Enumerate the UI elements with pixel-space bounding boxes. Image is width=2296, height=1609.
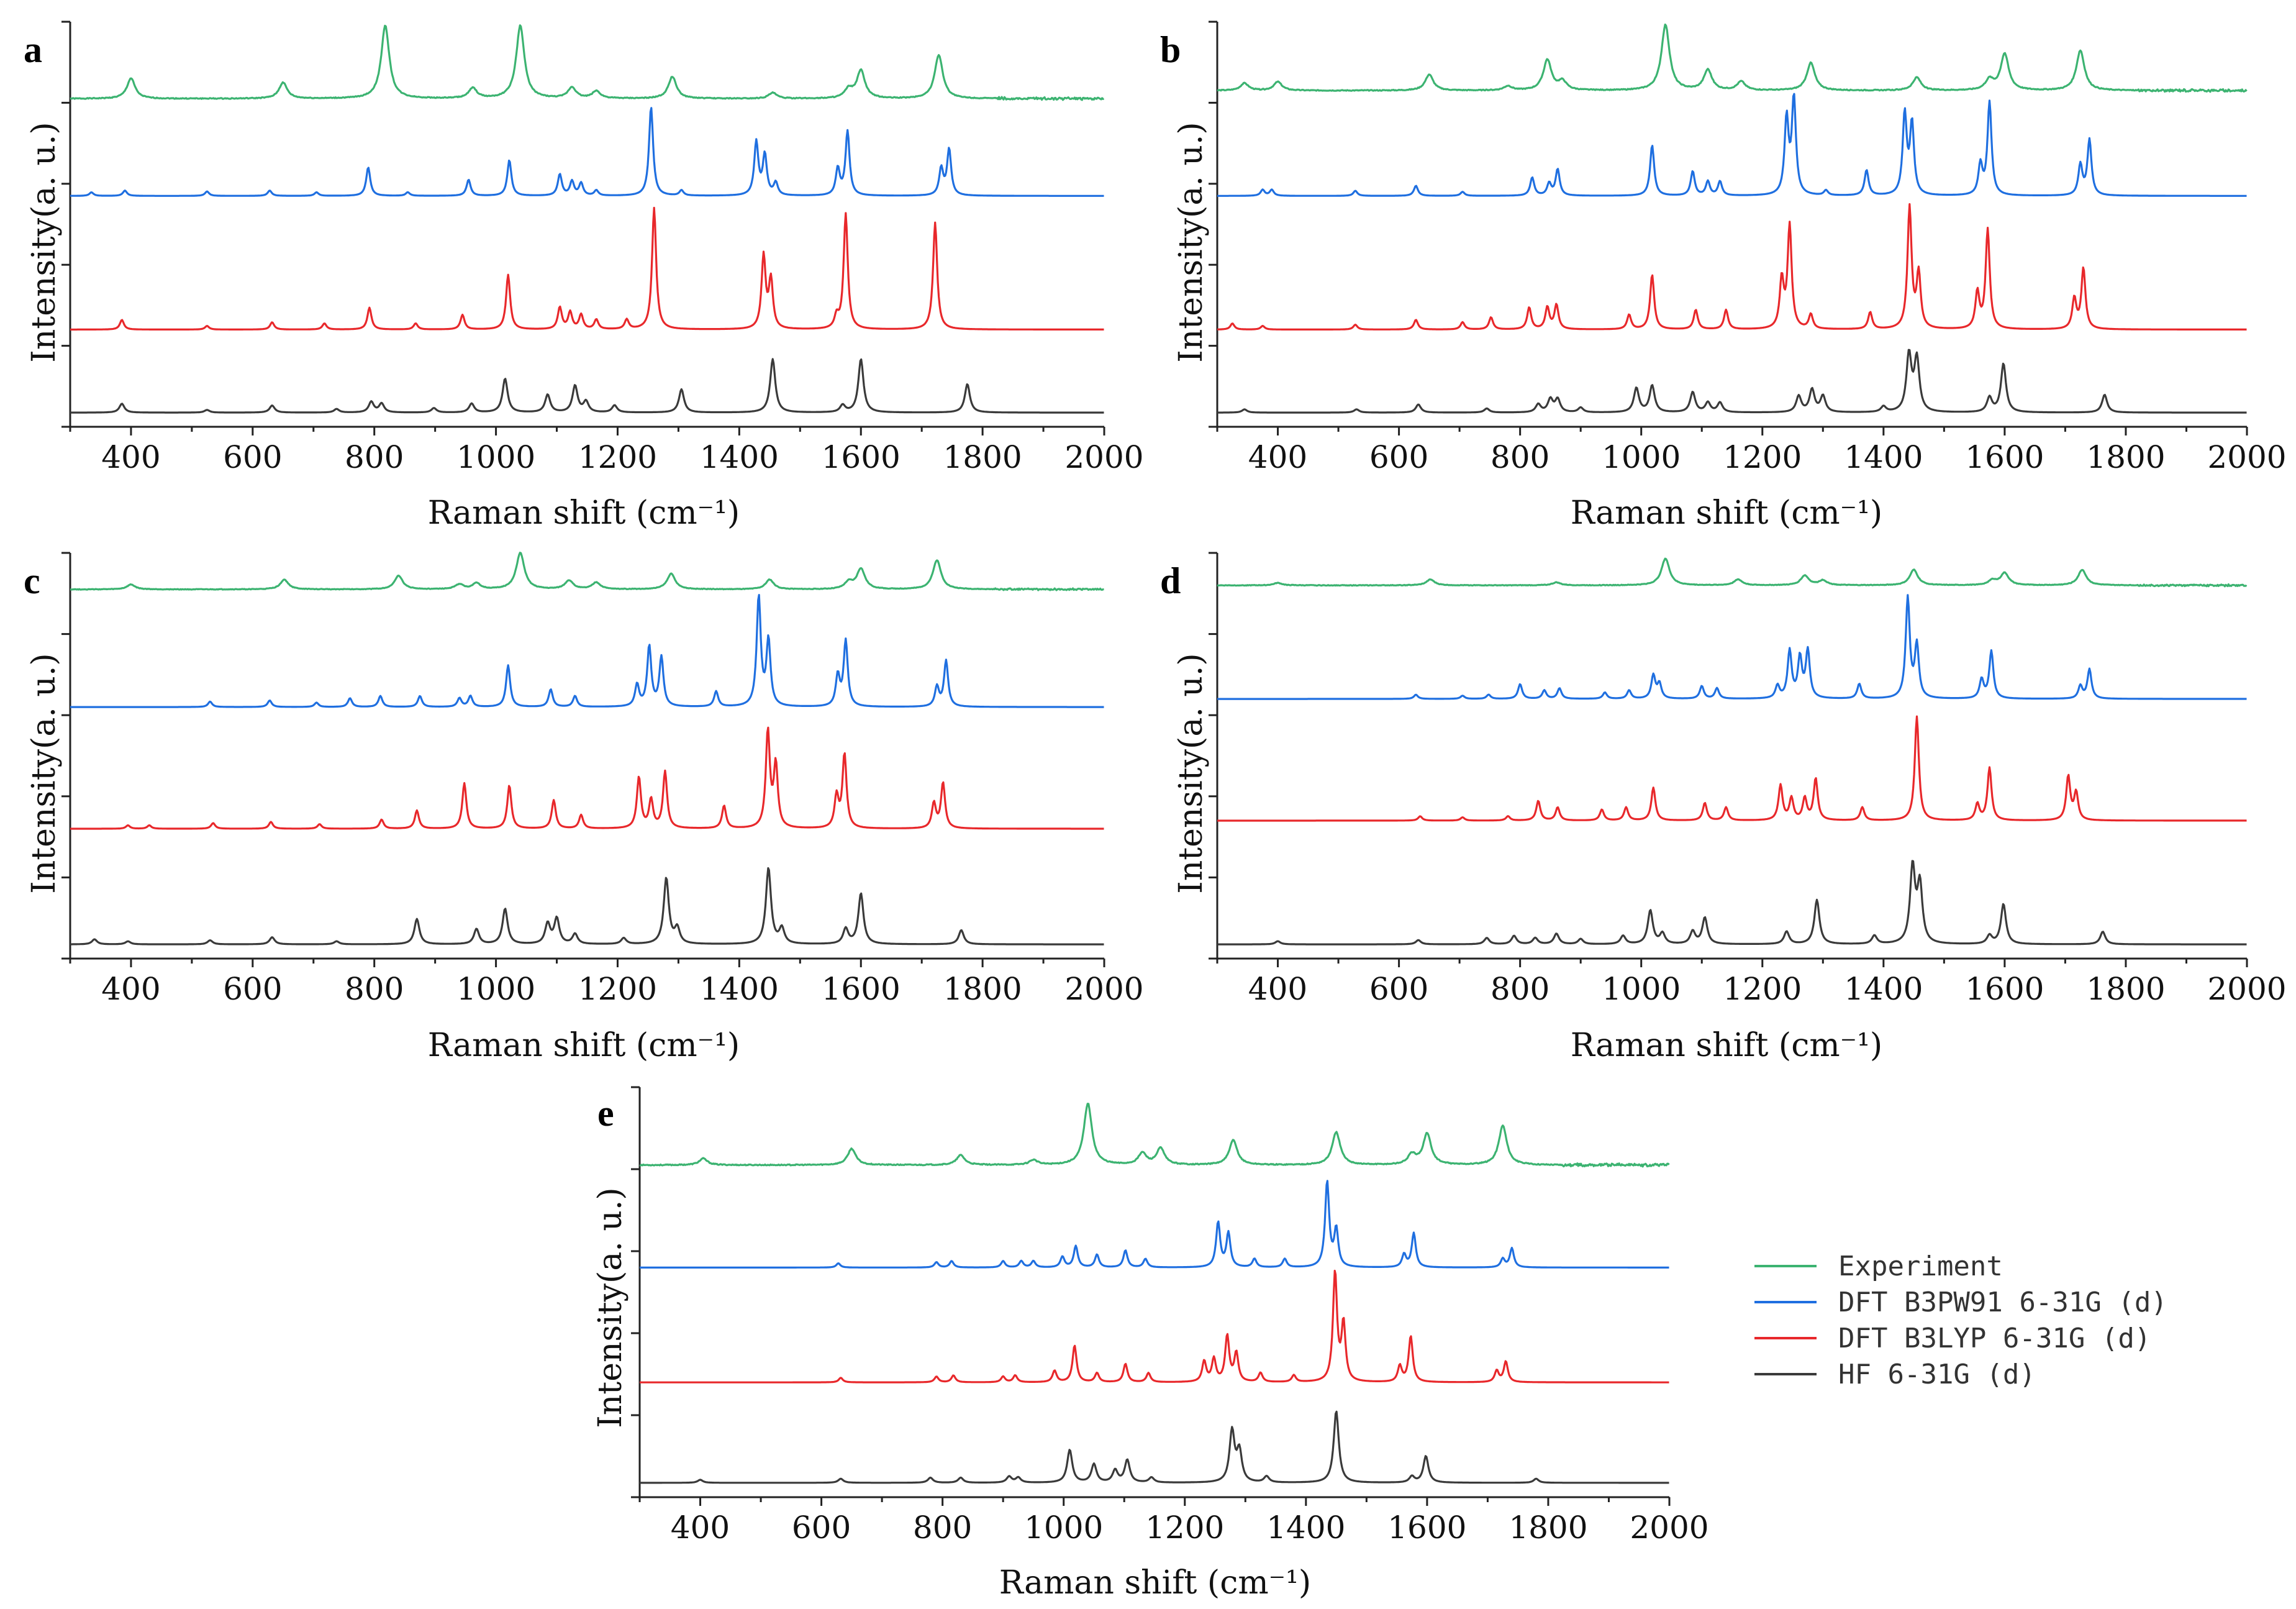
panel-b: b Intensity(a. u.) Raman shift (cm⁻¹) 40… <box>1160 21 2287 532</box>
x-tick-label: 1200 <box>1723 439 1802 475</box>
x-tick-label: 1400 <box>1844 439 1923 475</box>
x-tick-label: 800 <box>345 439 404 475</box>
series-line-dft-b3lyp-6-31g-d- <box>1217 203 2247 330</box>
x-tick-label: 1600 <box>822 439 901 475</box>
panel-b-ylabel: Intensity(a. u.) <box>1173 122 1210 362</box>
x-tick-label: 400 <box>101 971 160 1007</box>
x-tick-label: 2000 <box>2207 971 2286 1007</box>
series-line-experiment <box>70 24 1105 101</box>
series-line-dft-b3lyp-6-31g-d- <box>70 726 1104 830</box>
x-tick-label: 1200 <box>1723 971 1802 1007</box>
panel-e-label: e <box>597 1093 614 1134</box>
x-tick-label: 400 <box>1248 439 1307 475</box>
panel-d-ylabel: Intensity(a. u.) <box>1173 653 1210 893</box>
series-line-dft-b3pw91-6-31g-d- <box>70 594 1104 708</box>
series-line-dft-b3pw91-6-31g-d- <box>70 107 1104 197</box>
legend-label-b3lyp: DFT B3LYP 6-31G (d) <box>1838 1323 2151 1354</box>
x-tick-label: 400 <box>671 1510 730 1546</box>
panel-d-label: d <box>1160 560 1181 601</box>
x-tick-label: 1600 <box>822 971 901 1007</box>
x-tick-label: 2000 <box>1064 439 1143 475</box>
panel-e: e Intensity(a. u.) Raman shift (cm⁻¹) 40… <box>592 1086 1709 1602</box>
legend: Experiment DFT B3PW91 6-31G (d) DFT B3LY… <box>1754 1251 2167 1390</box>
x-tick-label: 1000 <box>1602 439 1681 475</box>
panel-c-xlabel: Raman shift (cm⁻¹) <box>428 1027 740 1064</box>
panel-e-xlabel: Raman shift (cm⁻¹) <box>999 1564 1311 1602</box>
x-tick-label: 800 <box>1491 971 1550 1007</box>
x-tick-label: 1200 <box>578 971 657 1007</box>
series-line-experiment <box>639 1103 1670 1168</box>
panel-a-label: a <box>24 29 42 70</box>
series-line-hf-6-31g-d- <box>1217 860 2247 946</box>
series-line-dft-b3pw91-6-31g-d- <box>1217 594 2247 700</box>
series-line-hf-6-31g-d- <box>639 1410 1669 1484</box>
x-tick-label: 1200 <box>578 439 657 475</box>
x-tick-label: 2000 <box>2207 439 2286 475</box>
legend-label-hf: HF 6-31G (d) <box>1838 1359 2036 1390</box>
x-tick-label: 1800 <box>2086 971 2165 1007</box>
series-line-dft-b3pw91-6-31g-d- <box>1217 93 2247 197</box>
x-tick-label: 1600 <box>1387 1510 1466 1546</box>
x-tick-label: 1400 <box>700 971 779 1007</box>
panel-e-ylabel: Intensity(a. u.) <box>592 1187 629 1428</box>
x-tick-label: 1400 <box>700 439 779 475</box>
panel-c-label: c <box>24 560 40 601</box>
x-tick-label: 1000 <box>456 439 535 475</box>
series-line-hf-6-31g-d- <box>70 358 1104 414</box>
x-tick-label: 1000 <box>1602 971 1681 1007</box>
series-line-dft-b3lyp-6-31g-d- <box>1217 715 2247 822</box>
x-tick-label: 600 <box>792 1510 851 1546</box>
x-tick-label: 1600 <box>1965 971 2044 1007</box>
panel-b-xlabel: Raman shift (cm⁻¹) <box>1571 495 1882 532</box>
x-tick-label: 800 <box>913 1510 972 1546</box>
series-line-experiment <box>70 552 1104 591</box>
panel-a-ylabel: Intensity(a. u.) <box>25 122 63 362</box>
series-line-dft-b3pw91-6-31g-d- <box>639 1180 1669 1269</box>
x-tick-label: 800 <box>1491 439 1550 475</box>
x-tick-label: 600 <box>223 971 282 1007</box>
x-tick-label: 2000 <box>1064 971 1143 1007</box>
x-tick-label: 1400 <box>1844 971 1923 1007</box>
x-tick-label: 600 <box>223 439 282 475</box>
panel-d-xlabel: Raman shift (cm⁻¹) <box>1571 1027 1882 1064</box>
x-tick-label: 1200 <box>1145 1510 1224 1546</box>
series-line-experiment <box>1217 557 2248 588</box>
x-tick-label: 1000 <box>1024 1510 1103 1546</box>
panel-c-ylabel: Intensity(a. u.) <box>25 653 63 893</box>
legend-label-b3pw91: DFT B3PW91 6-31G (d) <box>1838 1287 2167 1318</box>
series-line-hf-6-31g-d- <box>70 867 1104 946</box>
panel-d: d Intensity(a. u.) Raman shift (cm⁻¹) 40… <box>1160 552 2287 1064</box>
x-tick-label: 600 <box>1369 971 1428 1007</box>
series-line-dft-b3lyp-6-31g-d- <box>639 1269 1669 1383</box>
series-line-dft-b3lyp-6-31g-d- <box>70 206 1104 331</box>
x-tick-label: 1600 <box>1965 439 2044 475</box>
x-tick-label: 400 <box>101 439 160 475</box>
panel-b-label: b <box>1160 29 1181 70</box>
x-tick-label: 1000 <box>456 971 535 1007</box>
panel-a: a Intensity(a. u.) Raman shift (cm⁻¹) 40… <box>24 21 1144 532</box>
x-tick-label: 800 <box>345 971 404 1007</box>
x-tick-label: 1800 <box>1509 1510 1587 1546</box>
x-tick-label: 1800 <box>2086 439 2165 475</box>
x-tick-label: 400 <box>1248 971 1307 1007</box>
x-tick-label: 1800 <box>943 971 1022 1007</box>
panel-c: c Intensity(a. u.) Raman shift (cm⁻¹) 40… <box>24 552 1144 1064</box>
panel-a-xlabel: Raman shift (cm⁻¹) <box>428 495 740 532</box>
x-tick-label: 600 <box>1369 439 1428 475</box>
legend-label-experiment: Experiment <box>1838 1251 2003 1282</box>
x-tick-label: 1800 <box>943 439 1022 475</box>
x-tick-label: 2000 <box>1630 1510 1708 1546</box>
series-line-experiment <box>1217 23 2248 93</box>
series-line-hf-6-31g-d- <box>1217 349 2247 414</box>
x-tick-label: 1400 <box>1266 1510 1345 1546</box>
